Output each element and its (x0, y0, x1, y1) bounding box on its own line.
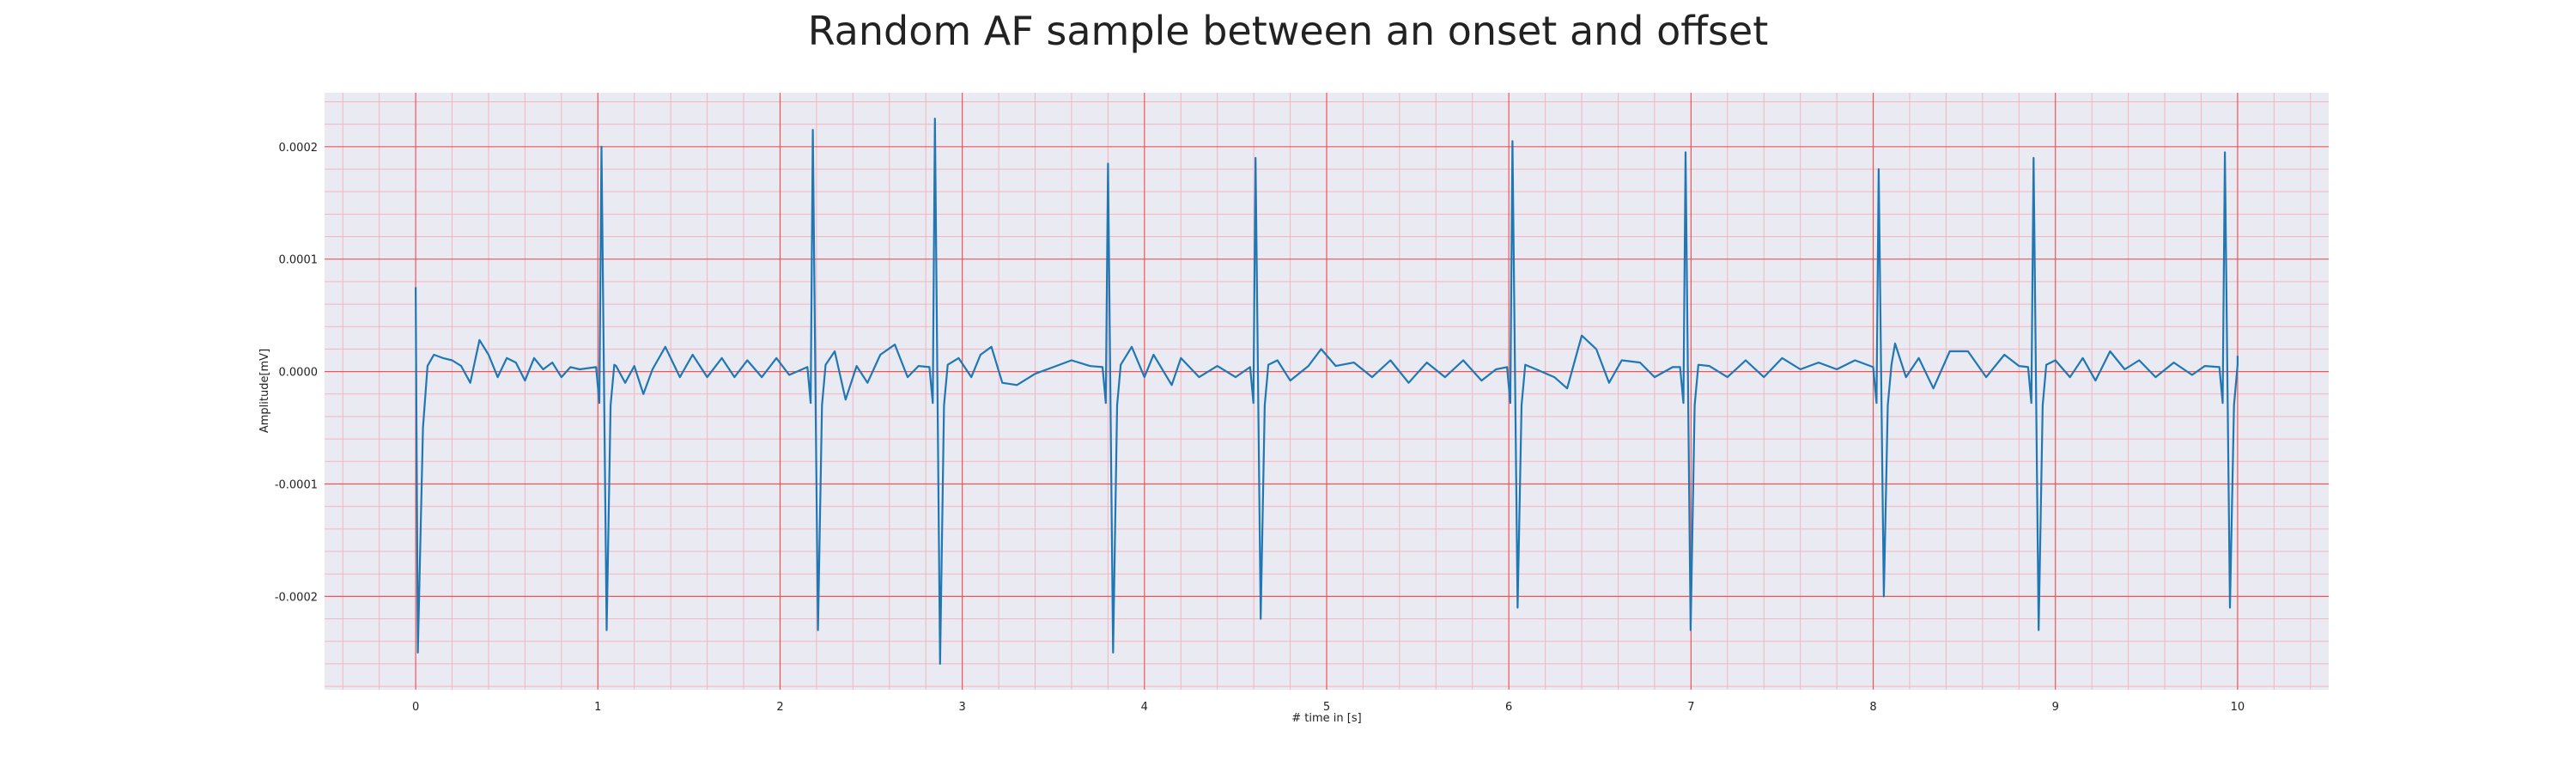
x-tick-label: 3 (958, 701, 965, 714)
x-tick-label: 5 (1323, 701, 1330, 714)
y-tick-label: 0.0002 (279, 142, 319, 155)
y-tick-label: -0.0002 (275, 591, 318, 604)
x-tick-label: 6 (1505, 701, 1512, 714)
y-tick-label: 0.0000 (279, 367, 319, 380)
ecg-signal-line (415, 118, 2239, 665)
y-tick-label: -0.0001 (275, 478, 318, 491)
x-tick-label: 10 (2231, 701, 2245, 714)
x-tick-label: 4 (1141, 701, 1148, 714)
y-tick-label: 0.0001 (279, 254, 319, 267)
x-tick-label: 7 (1687, 701, 1694, 714)
y-tick-labels: 0.0002 0.0001 0.0000 -0.0001 -0.0002 (275, 142, 318, 605)
x-tick-label: 0 (412, 701, 419, 714)
x-axis-label: # time in [s] (1291, 712, 1361, 725)
x-tick-label: 8 (1869, 701, 1876, 714)
x-tick-label: 2 (776, 701, 783, 714)
x-tick-labels: 0 1 2 3 4 5 6 7 8 9 10 (412, 701, 2245, 714)
x-tick-label: 9 (2052, 701, 2059, 714)
x-tick-label: 1 (594, 701, 601, 714)
chart-title: Random AF sample between an onset and of… (808, 8, 1769, 54)
y-axis-label: Amplitude[mV] (258, 349, 271, 433)
